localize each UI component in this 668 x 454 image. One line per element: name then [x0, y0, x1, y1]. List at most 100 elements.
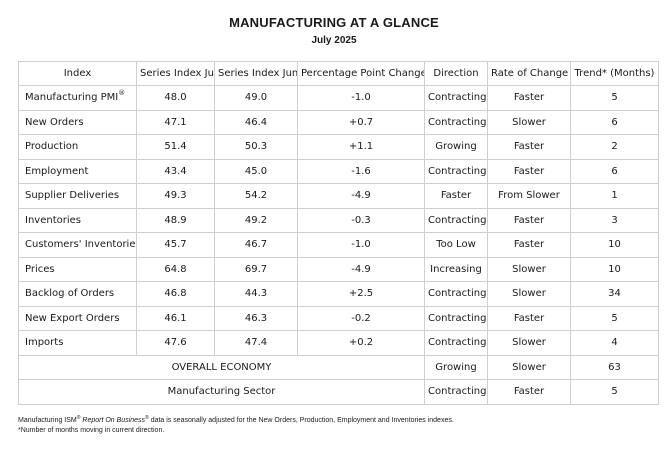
- index-name-cell: Supplier Deliveries: [18, 183, 137, 209]
- summary-row: OVERALL ECONOMY Growing Slower 63: [18, 354, 659, 380]
- direction: Too Low: [424, 232, 488, 258]
- series-index-jul: 48.0: [136, 85, 215, 111]
- series-index-jun: 50.3: [214, 134, 298, 160]
- summary-label: Manufacturing Sector: [18, 379, 425, 405]
- index-name-cell: New Orders: [18, 109, 137, 135]
- table-row: Supplier Deliveries 49.3 54.2 -4.9 Faster Fro…: [18, 183, 659, 209]
- trend-months: 5: [570, 85, 659, 111]
- series-index-jun: 69.7: [214, 256, 298, 282]
- rate-of-change: Slower: [487, 256, 571, 282]
- footnote-seasonal-adjustment: Manufacturing ISM® Report On Business® d…: [18, 415, 454, 425]
- index-name: Employment: [25, 165, 89, 177]
- index-name: Supplier Deliveries: [25, 190, 120, 202]
- trend-months: 2: [570, 134, 659, 160]
- trend-months: 5: [570, 379, 659, 405]
- direction: Contracting: [424, 379, 488, 405]
- series-index-jun: 46.4: [214, 109, 298, 135]
- rate-of-change: Slower: [487, 330, 571, 356]
- trend-months: 34: [570, 281, 659, 307]
- index-name: Inventories: [25, 214, 81, 226]
- series-index-jul: 46.8: [136, 281, 215, 307]
- column-header: Index: [18, 61, 137, 86]
- index-name-cell: Manufacturing PMI®: [18, 85, 137, 111]
- index-name-cell: Inventories: [18, 207, 137, 233]
- percentage-point-change: -0.2: [297, 305, 425, 331]
- table-row: Production 51.4 50.3 +1.1 Growing Faster 2: [18, 134, 659, 160]
- direction: Increasing: [424, 256, 488, 282]
- index-name-cell: Imports: [18, 330, 137, 356]
- table-row: Inventories 48.9 49.2 -0.3 Contracting Faster…: [18, 207, 659, 233]
- index-name-cell: Prices: [18, 256, 137, 282]
- index-name: Customers' Inventories: [25, 239, 137, 251]
- registered-mark: ®: [118, 89, 126, 98]
- table-row: Customers' Inventories 45.7 46.7 -1.0 Too Lo…: [18, 232, 659, 258]
- direction: Contracting: [424, 281, 488, 307]
- footnote-trend-definition: *Number of months moving in current dire…: [18, 427, 165, 434]
- table-row: New Orders 47.1 46.4 +0.7 Contracting Slower 6: [18, 109, 659, 135]
- table-row: Imports 47.6 47.4 +0.2 Contracting Slower 4: [18, 330, 659, 356]
- direction: Contracting: [424, 109, 488, 135]
- index-name: Production: [25, 141, 79, 153]
- rate-of-change: Faster: [487, 232, 571, 258]
- header-row: Index Series Index Jul Series Index Jun …: [18, 61, 659, 86]
- rate-of-change: Faster: [487, 305, 571, 331]
- index-name: Prices: [25, 263, 55, 275]
- series-index-jun: 49.0: [214, 85, 298, 111]
- rate-of-change: Faster: [487, 134, 571, 160]
- index-name-cell: Production: [18, 134, 137, 160]
- percentage-point-change: -1.6: [297, 158, 425, 184]
- table-row: Employment 43.4 45.0 -1.6 Contracting Faster 6: [18, 158, 659, 184]
- series-index-jun: 49.2: [214, 207, 298, 233]
- report-month: July 2025: [311, 35, 357, 46]
- index-name: Backlog of Orders: [25, 288, 115, 300]
- index-name: Imports: [25, 337, 64, 349]
- manufacturing-at-a-glance-table: Index Series Index Jul Series Index Jun …: [18, 61, 659, 405]
- series-index-jun: 44.3: [214, 281, 298, 307]
- series-index-jun: 45.0: [214, 158, 298, 184]
- trend-months: 6: [570, 109, 659, 135]
- series-index-jun: 46.7: [214, 232, 298, 258]
- direction: Contracting: [424, 330, 488, 356]
- rate-of-change: Faster: [487, 85, 571, 111]
- percentage-point-change: -4.9: [297, 183, 425, 209]
- direction: Contracting: [424, 305, 488, 331]
- percentage-point-change: +0.2: [297, 330, 425, 356]
- rate-of-change: Slower: [487, 354, 571, 380]
- column-header: Series Index Jun: [214, 61, 298, 86]
- index-name: Manufacturing PMI: [25, 92, 119, 104]
- trend-months: 3: [570, 207, 659, 233]
- index-name-cell: New Export Orders: [18, 305, 137, 331]
- index-name-cell: Employment: [18, 158, 137, 184]
- percentage-point-change: -1.0: [297, 85, 425, 111]
- series-index-jul: 47.6: [136, 330, 215, 356]
- percentage-point-change: -4.9: [297, 256, 425, 282]
- index-name: New Orders: [25, 116, 84, 128]
- series-index-jul: 51.4: [136, 134, 215, 160]
- percentage-point-change: +2.5: [297, 281, 425, 307]
- percentage-point-change: -1.0: [297, 232, 425, 258]
- series-index-jun: 47.4: [214, 330, 298, 356]
- footnote: Manufacturing ISM® Report On Business® d…: [18, 416, 454, 436]
- direction: Contracting: [424, 158, 488, 184]
- direction: Contracting: [424, 85, 488, 111]
- series-index-jul: 45.7: [136, 232, 215, 258]
- summary-label: OVERALL ECONOMY: [18, 354, 425, 380]
- table-row: Backlog of Orders 46.8 44.3 +2.5 Contracting…: [18, 281, 659, 307]
- series-index-jul: 49.3: [136, 183, 215, 209]
- column-header: Series Index Jul: [136, 61, 215, 86]
- direction: Contracting: [424, 207, 488, 233]
- rate-of-change: Faster: [487, 379, 571, 405]
- direction: Faster: [424, 183, 488, 209]
- trend-months: 6: [570, 158, 659, 184]
- column-header: Rate of Change: [487, 61, 571, 86]
- percentage-point-change: +1.1: [297, 134, 425, 160]
- series-index-jun: 54.2: [214, 183, 298, 209]
- trend-months: 5: [570, 305, 659, 331]
- table-row: Prices 64.8 69.7 -4.9 Increasing Slower 10: [18, 256, 659, 282]
- rate-of-change: Faster: [487, 207, 571, 233]
- trend-months: 1: [570, 183, 659, 209]
- summary-row: Manufacturing Sector Contracting Faster 5: [18, 379, 659, 405]
- series-index-jul: 47.1: [136, 109, 215, 135]
- series-index-jul: 43.4: [136, 158, 215, 184]
- trend-months: 4: [570, 330, 659, 356]
